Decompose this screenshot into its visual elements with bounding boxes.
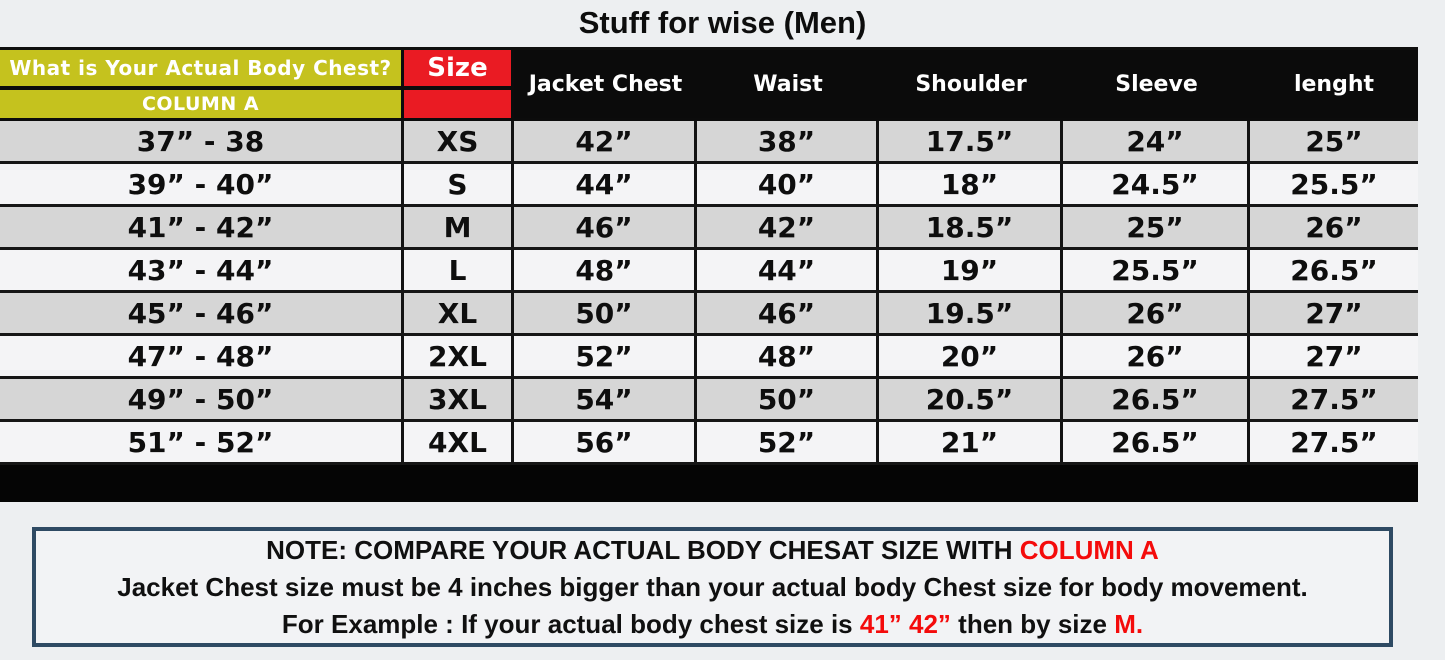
page-title: Stuff for wise (Men) — [578, 5, 867, 40]
jacket-chest-header-cell: Jacket Chest — [514, 50, 697, 118]
length-cell: 25.5” — [1290, 167, 1378, 201]
waist-cell: 46” — [697, 293, 879, 333]
jacket-chest-cell: 46” — [514, 207, 697, 247]
sleeve-cell: 26” — [1063, 336, 1250, 376]
sleeve-cell: 25” — [1063, 207, 1250, 247]
note-line-1: NOTE: COMPARE YOUR ACTUAL BODY CHESAT SI… — [36, 532, 1389, 569]
shoulder-cell: 20” — [879, 336, 1063, 376]
column-a-question-label: What is Your Actual Body Chest? — [0, 50, 401, 90]
table-row: 47” - 48” 2XL 52” 48” 20” 26” 27” — [0, 336, 1418, 379]
body-chest-range-cell: 49” - 50” — [0, 379, 404, 419]
length-cell: 27” — [1305, 339, 1363, 373]
waist-cell: 48” — [697, 336, 879, 376]
size-cell: XS — [404, 121, 514, 161]
jacket-chest-cell: 50” — [514, 293, 697, 333]
column-a-label: COLUMN A — [141, 93, 260, 115]
jacket-chest-cell: 54” — [514, 379, 697, 419]
note-size-m-highlight: M. — [1114, 608, 1144, 639]
length-cell: 27” — [1305, 296, 1363, 330]
shoulder-cell: 18.5” — [879, 207, 1063, 247]
jacket-chest-cell: 56” — [514, 422, 697, 462]
size-header-cell: Size — [404, 50, 514, 118]
table-footer-black-bar — [0, 465, 1418, 502]
length-cell: 26” — [1305, 210, 1363, 244]
shoulder-cell: 20.5” — [879, 379, 1063, 419]
note-line-2: Jacket Chest size must be 4 inches bigge… — [36, 569, 1389, 606]
table-row: 49” - 50” 3XL 54” 50” 20.5” 26.5” 27.5” — [0, 379, 1418, 422]
waist-cell: 40” — [697, 164, 879, 204]
sleeve-cell: 24” — [1063, 121, 1250, 161]
body-chest-range-cell: 51” - 52” — [0, 422, 404, 462]
column-a-header-cell: What is Your Actual Body Chest? COLUMN A — [0, 50, 404, 118]
waist-cell: 44” — [697, 250, 879, 290]
jacket-chest-cell: 48” — [514, 250, 697, 290]
jacket-chest-cell: 42” — [514, 121, 697, 161]
body-chest-range-cell: 43” - 44” — [0, 250, 404, 290]
note-column-a-highlight: COLUMN A — [1019, 534, 1159, 565]
table-row: 43” - 44” L 48” 44” 19” 25.5” 26.5” — [0, 250, 1418, 293]
body-chest-range-cell: 41” - 42” — [0, 207, 404, 247]
shoulder-cell: 19.5” — [879, 293, 1063, 333]
waist-cell: 42” — [697, 207, 879, 247]
note-line-2-text: Jacket Chest size must be 4 inches bigge… — [117, 571, 1308, 602]
body-chest-range-cell: 47” - 48” — [0, 336, 404, 376]
note-line-3: For Example : If your actual body chest … — [36, 606, 1389, 643]
shoulder-cell: 19” — [879, 250, 1063, 290]
sleeve-cell: 26” — [1063, 293, 1250, 333]
length-cell: 27.5” — [1290, 382, 1378, 416]
size-cell: 4XL — [404, 422, 514, 462]
size-cell: 2XL — [404, 336, 514, 376]
size-cell: 3XL — [404, 379, 514, 419]
size-chart-table: What is Your Actual Body Chest? COLUMN A… — [0, 47, 1418, 502]
size-table-body: 37” - 38 XS 42” 38” 17.5” 24” 25” 39” - … — [0, 121, 1418, 465]
size-cell: L — [404, 250, 514, 290]
table-row: 39” - 40” S 44” 40” 18” 24.5” 25.5” — [0, 164, 1418, 207]
waist-header-cell: Waist — [697, 50, 879, 118]
sleeve-cell: 25.5” — [1063, 250, 1250, 290]
table-header-row: What is Your Actual Body Chest? COLUMN A… — [0, 47, 1418, 121]
body-chest-range-cell: 45” - 46” — [0, 293, 404, 333]
length-header-cell: lenght — [1250, 50, 1418, 118]
jacket-chest-cell: 52” — [514, 336, 697, 376]
size-header-label: Size — [404, 50, 511, 90]
size-cell: XL — [404, 293, 514, 333]
shoulder-cell: 21” — [879, 422, 1063, 462]
table-row: 45” - 46” XL 50” 46” 19.5” 26” 27” — [0, 293, 1418, 336]
size-header-spacer — [404, 90, 511, 118]
note-size-range-highlight: 41” 42” — [859, 608, 951, 639]
sleeve-cell: 26.5” — [1063, 422, 1250, 462]
note-line-1-text: NOTE: COMPARE YOUR ACTUAL BODY CHESAT SI… — [266, 534, 1020, 565]
body-chest-range-cell: 39” - 40” — [0, 164, 404, 204]
waist-cell: 50” — [697, 379, 879, 419]
length-cell: 27.5” — [1290, 425, 1378, 459]
waist-cell: 38” — [697, 121, 879, 161]
waist-cell: 52” — [697, 422, 879, 462]
note-line-3-mid: then by size — [950, 608, 1115, 639]
body-chest-range-cell: 37” - 38 — [0, 121, 404, 161]
length-cell: 25” — [1305, 124, 1363, 158]
sleeve-header-cell: Sleeve — [1063, 50, 1250, 118]
note-box: NOTE: COMPARE YOUR ACTUAL BODY CHESAT SI… — [32, 527, 1393, 647]
table-row: 37” - 38 XS 42” 38” 17.5” 24” 25” — [0, 121, 1418, 164]
length-cell: 26.5” — [1290, 253, 1378, 287]
shoulder-cell: 17.5” — [879, 121, 1063, 161]
shoulder-header-cell: Shoulder — [879, 50, 1063, 118]
table-row: 51” - 52” 4XL 56” 52” 21” 26.5” 27.5” — [0, 422, 1418, 465]
shoulder-cell: 18” — [879, 164, 1063, 204]
sleeve-cell: 26.5” — [1063, 379, 1250, 419]
jacket-chest-cell: 44” — [514, 164, 697, 204]
sleeve-cell: 24.5” — [1063, 164, 1250, 204]
table-row: 41” - 42” M 46” 42” 18.5” 25” 26” — [0, 207, 1418, 250]
note-line-3-text: For Example : If your actual body chest … — [281, 608, 860, 639]
size-cell: S — [404, 164, 514, 204]
size-cell: M — [404, 207, 514, 247]
